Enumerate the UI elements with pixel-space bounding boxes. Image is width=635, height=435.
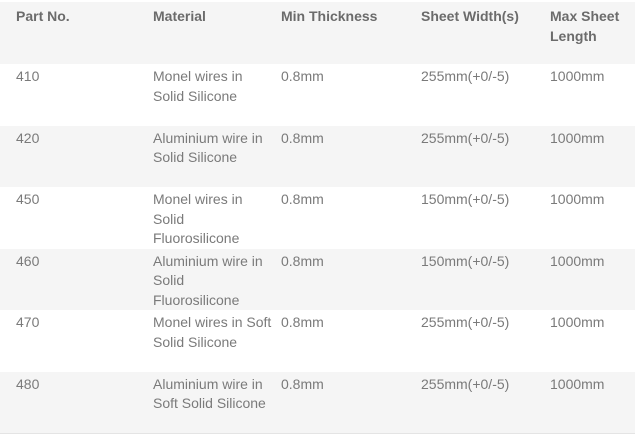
table-row: 470 Monel wires in Soft Solid Silicone 0.8… xyxy=(0,310,635,372)
cell-sheet-widths: 255mm(+0/-5) xyxy=(421,68,510,84)
table-row: 450 Monel wires in Solid Fluorosilicone 0.… xyxy=(0,187,635,249)
cell-sheet-widths: 255mm(+0/-5) xyxy=(421,129,510,146)
table-row: 460 Aluminium wire in Solid Fluorosilicon… xyxy=(0,248,635,310)
column-header-max-sheet-length: Max Sheet Length xyxy=(550,8,620,44)
cell-part-no: 470 xyxy=(16,314,40,330)
cell-part-no: 480 xyxy=(16,375,40,392)
cell-max-sheet-length: 1000mm xyxy=(550,314,605,330)
cell-min-thickness: 0.8mm xyxy=(281,129,324,146)
table-body: 410 Monel wires in Solid Silicone 0.8mm 255… xyxy=(0,64,635,433)
cell-material: Aluminium wire in Solid Fluorosilicone xyxy=(153,252,263,308)
cell-max-sheet-length: 1000mm xyxy=(550,252,605,269)
column-header-sheet-widths: Sheet Width(s) xyxy=(421,8,519,24)
table-row: 410 Monel wires in Solid Silicone 0.8mm 255… xyxy=(0,64,635,126)
cell-material: Monel wires in Solid Silicone xyxy=(153,68,243,104)
cell-max-sheet-length: 1000mm xyxy=(550,375,605,392)
cell-min-thickness: 0.8mm xyxy=(281,68,324,84)
cell-max-sheet-length: 1000mm xyxy=(550,129,605,146)
cell-min-thickness: 0.8mm xyxy=(281,252,324,269)
cell-sheet-widths: 150mm(+0/-5) xyxy=(421,252,510,269)
cell-sheet-widths: 255mm(+0/-5) xyxy=(421,375,510,392)
cell-min-thickness: 0.8mm xyxy=(281,314,324,330)
column-header-part-no: Part No. xyxy=(16,8,70,24)
cell-material: Monel wires in Soft Solid Silicone xyxy=(153,314,272,350)
column-header-min-thickness: Min Thickness xyxy=(281,8,378,24)
table-row: 420 Aluminium wire in Solid Silicone 0.8mm… xyxy=(0,125,635,187)
table-header-row: Part No. Material Min Thickness Sheet Width… xyxy=(0,2,635,64)
cell-min-thickness: 0.8mm xyxy=(281,375,324,392)
cell-part-no: 420 xyxy=(16,129,40,146)
cell-max-sheet-length: 1000mm xyxy=(550,191,605,207)
cell-material: Aluminium wire in Soft Solid Silicone xyxy=(153,375,266,412)
cell-material: Monel wires in Solid Fluorosilicone xyxy=(153,191,243,246)
cell-part-no: 460 xyxy=(16,252,40,269)
cell-material: Aluminium wire in Solid Silicone xyxy=(153,129,263,166)
cell-part-no: 410 xyxy=(16,68,40,84)
cell-min-thickness: 0.8mm xyxy=(281,191,324,207)
column-header-material: Material xyxy=(153,8,206,24)
cell-sheet-widths: 255mm(+0/-5) xyxy=(421,314,510,330)
table-row: 480 Aluminium wire in Soft Solid Silicone… xyxy=(0,371,635,433)
cell-max-sheet-length: 1000mm xyxy=(550,68,605,84)
cell-sheet-widths: 150mm(+0/-5) xyxy=(421,191,510,207)
cell-part-no: 450 xyxy=(16,191,40,207)
